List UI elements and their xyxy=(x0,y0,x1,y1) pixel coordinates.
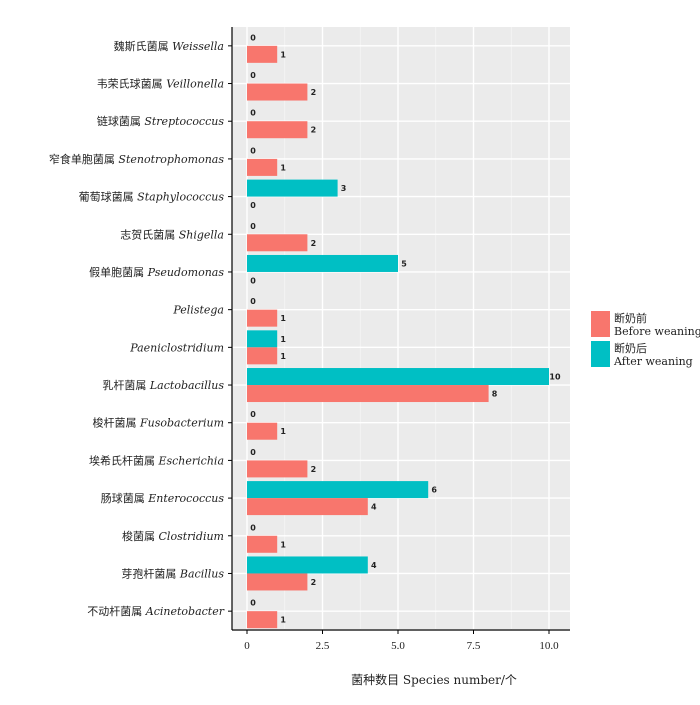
bar-value-label: 0 xyxy=(250,71,256,80)
bar-value-label: 4 xyxy=(371,561,377,570)
bar-before-weaning xyxy=(247,422,278,440)
category-label: 窄食单胞菌属 Stenotrophomonas xyxy=(49,152,224,166)
bar-before-weaning xyxy=(247,347,278,365)
bar-value-label: 1 xyxy=(280,352,286,361)
legend-label-cn: 断奶前 xyxy=(614,311,647,325)
bar-before-weaning xyxy=(247,535,278,553)
bar-value-label: 4 xyxy=(371,503,377,512)
x-tick-label: 10.0 xyxy=(539,640,559,652)
legend-key xyxy=(591,341,610,367)
legend-label-en: After weaning xyxy=(613,355,693,368)
bar-after-weaning xyxy=(247,254,398,272)
bar-before-weaning xyxy=(247,158,278,176)
bar-after-weaning xyxy=(247,330,278,348)
bar-value-label: 1 xyxy=(280,616,286,625)
category-label: 魏斯氏菌属 Weissella xyxy=(114,39,224,53)
category-label: 梭杆菌属 Fusobacterium xyxy=(93,416,224,430)
bar-value-label: 1 xyxy=(280,335,286,344)
bar-value-label: 1 xyxy=(280,50,286,59)
bar-value-label: 0 xyxy=(250,222,256,231)
x-tick-label: 0 xyxy=(244,640,250,652)
bar-before-weaning xyxy=(247,385,489,403)
bar-value-label: 2 xyxy=(311,126,317,135)
bar-value-label: 2 xyxy=(311,578,317,587)
bar-value-label: 2 xyxy=(311,88,317,97)
bar-after-weaning xyxy=(247,368,549,386)
x-tick-label: 5.0 xyxy=(391,640,405,652)
bar-before-weaning xyxy=(247,83,308,101)
bar-value-label: 0 xyxy=(250,297,256,306)
bar-value-label: 0 xyxy=(250,33,256,42)
plot-panel xyxy=(232,27,570,629)
x-axis-title: 菌种数目 Species number/个 xyxy=(351,672,517,687)
bar-value-label: 2 xyxy=(311,465,317,474)
category-label: 葡萄球菌属 Staphylococcus xyxy=(79,190,225,204)
bar-value-label: 5 xyxy=(401,259,407,268)
bar-value-label: 1 xyxy=(280,427,286,436)
bar-value-label: 0 xyxy=(250,109,256,118)
category-label: 链球菌属 Streptococcus xyxy=(97,114,224,128)
legend-label-en: Before weaning xyxy=(614,325,700,338)
bar-before-weaning xyxy=(247,309,278,327)
category-label: 不动杆菌属 Acinetobacter xyxy=(87,604,224,618)
bar-before-weaning xyxy=(247,498,368,516)
bar-value-label: 1 xyxy=(280,163,286,172)
bar-value-label: 0 xyxy=(250,599,256,608)
category-label: 假单胞菌属 Pseudomonas xyxy=(89,265,224,279)
bar-value-label: 0 xyxy=(250,410,256,419)
bar-value-label: 1 xyxy=(280,314,286,323)
bar-before-weaning xyxy=(247,611,278,629)
x-tick-label: 2.5 xyxy=(316,640,330,652)
bar-value-label: 6 xyxy=(431,486,437,495)
bar-after-weaning xyxy=(247,556,368,574)
bar-before-weaning xyxy=(247,121,308,139)
x-tick-label: 7.5 xyxy=(467,640,481,652)
category-labels-group: 魏斯氏菌属 Weissella 韦荣氏球菌属 Veillonella 链球菌属 St… xyxy=(49,39,232,618)
bar-value-label: 3 xyxy=(341,184,347,193)
bar-value-label: 10 xyxy=(549,373,561,382)
category-label: 韦荣氏球菌属 Veillonella xyxy=(97,77,224,91)
x-ticks-group: 0 2.5 5.0 7.5 10.0 xyxy=(244,630,559,652)
bar-value-label: 0 xyxy=(250,276,256,285)
bar-after-weaning xyxy=(247,481,429,499)
category-label: Pelistega xyxy=(172,304,224,317)
bar-value-label: 2 xyxy=(311,239,317,248)
bar-before-weaning xyxy=(247,460,308,478)
bar-before-weaning xyxy=(247,234,308,252)
category-label: 埃希氏杆菌属 Escherichia xyxy=(89,453,224,467)
category-label: 梭菌属 Clostridium xyxy=(122,529,224,543)
bar-value-label: 8 xyxy=(492,390,498,399)
bar-value-label: 0 xyxy=(250,448,256,457)
bar-after-weaning xyxy=(247,179,338,197)
bar-before-weaning xyxy=(247,573,308,591)
bar-value-label: 1 xyxy=(280,540,286,549)
bars-group xyxy=(247,45,549,629)
category-label: 志贺氏菌属 Shigella xyxy=(120,228,224,241)
bar-value-label: 0 xyxy=(250,201,256,210)
legend-key xyxy=(591,311,610,337)
bar-value-label: 0 xyxy=(250,523,256,532)
category-label: 肠球菌属 Enterococcus xyxy=(101,491,225,505)
category-label: 乳杆菌属 Lactobacillus xyxy=(102,378,224,392)
bar-value-label: 0 xyxy=(250,146,256,155)
legend-label-cn: 断奶后 xyxy=(614,341,647,355)
bar-before-weaning xyxy=(247,45,278,63)
category-label: Paeniclostridium xyxy=(129,341,224,354)
category-label: 芽孢杆菌属 Bacillus xyxy=(121,566,224,580)
